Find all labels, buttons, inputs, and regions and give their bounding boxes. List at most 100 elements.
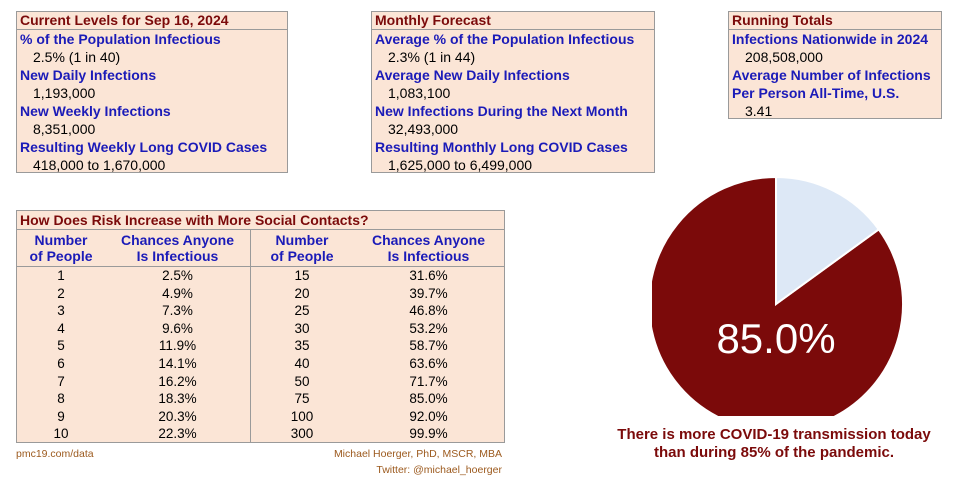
forecast-title: Monthly Forecast (372, 12, 654, 30)
people-count: 7 (57, 373, 65, 389)
forecast-month-label: New Infections During the Next Month (375, 103, 628, 119)
people-count: 1 (57, 268, 65, 283)
chance-value: 58.7% (409, 338, 448, 354)
people-count: 20 (250, 284, 353, 303)
current-weekly-value: 8,351,000 (33, 121, 96, 137)
table-row: 4 9.6% 30 53.2% (17, 319, 504, 338)
people-count: 10 (53, 426, 69, 442)
totals-average-value: 3.41 (745, 103, 773, 119)
people-count: 300 (250, 425, 353, 443)
chance-value: 4.9% (162, 285, 193, 301)
chance-value: 53.2% (409, 320, 448, 336)
chance-value: 99.9% (409, 426, 448, 442)
table-row: 2 4.9% 20 39.7% (17, 284, 504, 303)
people-count: 5 (57, 338, 65, 354)
chance-value: 2.5% (162, 268, 193, 283)
people-count: 35 (250, 337, 353, 355)
people-count: 6 (57, 355, 65, 371)
col-header-chance-2-line1: Chances Anyone (371, 232, 486, 248)
pie-caption: There is more COVID-19 transmission toda… (600, 426, 948, 462)
running-totals-panel: Running Totals Infections Nationwide in … (728, 11, 942, 119)
forecast-longcovid-label: Resulting Monthly Long COVID Cases (375, 139, 628, 155)
people-count: 30 (250, 319, 353, 338)
chance-value: 22.3% (158, 426, 197, 442)
chance-value: 85.0% (409, 391, 448, 407)
people-count: 25 (250, 302, 353, 320)
forecast-daily-value: 1,083,100 (388, 85, 451, 101)
totals-average-label-2: Per Person All-Time, U.S. (732, 85, 900, 101)
table-row: 5 11.9% 35 58.7% (17, 337, 504, 355)
col-header-people-1-line2: of People (29, 248, 93, 264)
table-row: 1 2.5% 15 31.6% (17, 266, 504, 285)
pie-percent-label: 85.0% (716, 315, 835, 362)
totals-average-label: Average Number of Infections (732, 67, 931, 83)
totals-nationwide-value: 208,508,000 (745, 49, 823, 65)
risk-table-panel: How Does Risk Increase with More Social … (16, 210, 505, 443)
forecast-longcovid-value: 1,625,000 to 6,499,000 (388, 157, 533, 173)
col-header-people-1: Number of People (17, 230, 105, 267)
footer-author: Michael Hoerger, PhD, MSCR, MBA (333, 448, 502, 460)
chance-value: 92.0% (409, 408, 448, 424)
people-count: 40 (250, 354, 353, 373)
risk-table: Number of People Chances Anyone Is Infec… (17, 230, 504, 443)
chance-value: 11.9% (158, 338, 197, 354)
transmission-pie-chart: 85.0% (652, 176, 904, 416)
people-count: 75 (250, 390, 353, 408)
people-count: 15 (250, 266, 353, 285)
people-count: 9 (57, 408, 65, 424)
table-row: 9 20.3% 100 92.0% (17, 407, 504, 426)
table-row: 7 16.2% 50 71.7% (17, 372, 504, 391)
footer-site: pmc19.com/data (16, 448, 94, 460)
current-longcovid-label: Resulting Weekly Long COVID Cases (20, 139, 268, 155)
people-count: 8 (57, 391, 65, 407)
chance-value: 16.2% (158, 373, 197, 389)
people-count: 3 (57, 303, 65, 319)
col-header-chance-1: Chances Anyone Is Infectious (105, 230, 251, 267)
people-count: 50 (250, 372, 353, 391)
chance-value: 7.3% (162, 303, 193, 319)
current-levels-title: Current Levels for Sep 16, 2024 (17, 12, 287, 30)
people-count: 4 (57, 320, 65, 336)
risk-table-header: Number of People Chances Anyone Is Infec… (17, 230, 504, 267)
current-daily-label: New Daily Infections (20, 67, 157, 83)
chance-value: 18.3% (158, 391, 197, 407)
forecast-daily-label: Average New Daily Infections (375, 67, 570, 83)
chance-value: 14.1% (158, 355, 197, 371)
footer-twitter: Twitter: @michael_hoerger (376, 464, 502, 476)
chance-value: 63.6% (409, 355, 448, 371)
risk-table-title: How Does Risk Increase with More Social … (17, 211, 504, 230)
pie-slice-current (652, 176, 904, 416)
table-row: 10 22.3% 300 99.9% (17, 425, 504, 443)
col-header-people-1-line1: Number (34, 232, 88, 248)
pie-slice-remaining (775, 176, 881, 306)
chance-value: 31.6% (409, 268, 448, 283)
col-header-chance-1-line1: Chances Anyone (120, 232, 235, 248)
table-row: 6 14.1% 40 63.6% (17, 354, 504, 373)
current-infectious-label: % of the Population Infectious (20, 31, 221, 47)
col-header-chance-2: Chances Anyone Is Infectious (353, 230, 504, 267)
forecast-month-value: 32,493,000 (388, 121, 459, 137)
people-count: 2 (57, 285, 65, 301)
col-header-people-2: Number of People (250, 230, 353, 267)
col-header-chance-2-line2: Is Infectious (387, 248, 470, 264)
chance-value: 20.3% (158, 408, 197, 424)
chance-value: 46.8% (409, 303, 448, 319)
chance-value: 9.6% (162, 320, 193, 336)
pie-caption-line-2: than during 85% of the pandemic. (653, 444, 895, 461)
pie-caption-line-1: There is more COVID-19 transmission toda… (617, 426, 931, 443)
current-infectious-value: 2.5% (1 in 40) (33, 49, 121, 65)
current-daily-value: 1,193,000 (33, 85, 96, 101)
table-row: 8 18.3% 75 85.0% (17, 390, 504, 408)
chance-value: 39.7% (409, 285, 448, 301)
current-levels-panel: Current Levels for Sep 16, 2024 % of the… (16, 11, 288, 173)
col-header-people-2-line1: Number (275, 232, 329, 248)
forecast-infectious-label: Average % of the Population Infectious (375, 31, 635, 47)
forecast-infectious-value: 2.3% (1 in 44) (388, 49, 476, 65)
col-header-chance-1-line2: Is Infectious (136, 248, 219, 264)
col-header-people-2-line2: of People (270, 248, 334, 264)
current-longcovid-value: 418,000 to 1,670,000 (33, 157, 166, 173)
totals-title: Running Totals (729, 12, 941, 30)
monthly-forecast-panel: Monthly Forecast Average % of the Popula… (371, 11, 655, 173)
totals-nationwide-label: Infections Nationwide in 2024 (732, 31, 929, 47)
chance-value: 71.7% (409, 373, 448, 389)
